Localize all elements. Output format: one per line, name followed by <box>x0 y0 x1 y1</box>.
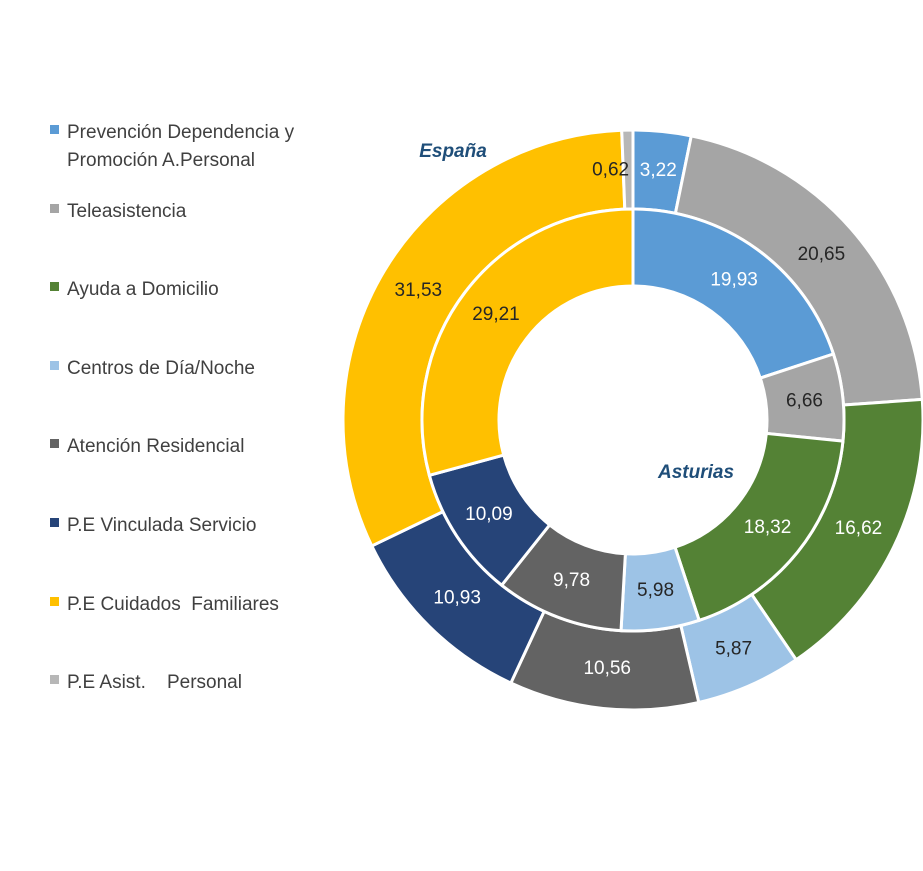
data-label: 29,21 <box>472 304 520 325</box>
legend-swatch <box>50 518 59 527</box>
legend-swatch <box>50 282 59 292</box>
legend-item: Teleasistencia <box>50 198 340 226</box>
legend-item: Atención Residencial <box>50 433 340 461</box>
data-label: 3,22 <box>640 160 677 181</box>
legend-item: P.E Vinculada Servicio <box>50 512 340 540</box>
data-label: 19,93 <box>710 269 758 290</box>
legend-label: Centros de Día/Noche <box>67 357 255 379</box>
legend-item: Centros de Día/Noche <box>50 355 340 383</box>
data-label: 16,62 <box>835 518 883 539</box>
donut-slice <box>420 207 635 478</box>
donut-slice <box>673 431 845 623</box>
legend-label: Ayuda a Domicilio <box>67 279 219 301</box>
legend-item: P.E Asist. Personal <box>50 669 340 697</box>
legend-label: P.E Vinculada Servicio <box>67 515 257 536</box>
data-label: 20,65 <box>798 244 846 265</box>
legend-label: P.E Asist. Personal <box>67 672 242 694</box>
legend-swatch <box>50 596 59 606</box>
data-label: 5,87 <box>715 638 752 659</box>
legend-item: Ayuda a Domicilio <box>50 276 340 304</box>
series-name: Asturias <box>657 462 734 483</box>
data-label: 0,62 <box>592 160 629 181</box>
legend-swatch <box>50 125 59 134</box>
legend-label: Prevención Dependencia y Promoción A.Per… <box>67 122 300 171</box>
data-label: 10,56 <box>583 658 631 679</box>
legend-swatch <box>50 360 59 370</box>
legend-swatch <box>50 675 59 685</box>
data-label: 5,98 <box>637 580 674 601</box>
legend-swatch <box>50 439 59 449</box>
data-label: 18,32 <box>744 517 792 538</box>
legend-swatch <box>50 203 59 213</box>
legend-item: Prevención Dependencia y Promoción A.Per… <box>50 119 340 175</box>
legend-label: Teleasistencia <box>67 200 187 222</box>
series-name: España <box>419 141 487 162</box>
data-label: 10,09 <box>465 504 513 525</box>
data-label: 6,66 <box>786 390 823 411</box>
data-label: 9,78 <box>553 570 590 591</box>
data-label: 31,53 <box>395 280 443 301</box>
legend-label: Atención Residencial <box>67 436 245 458</box>
legend-item: P.E Cuidados Familiares <box>50 591 340 619</box>
data-label: 10,93 <box>433 587 481 608</box>
legend-label: P.E Cuidados Familiares <box>67 593 279 615</box>
